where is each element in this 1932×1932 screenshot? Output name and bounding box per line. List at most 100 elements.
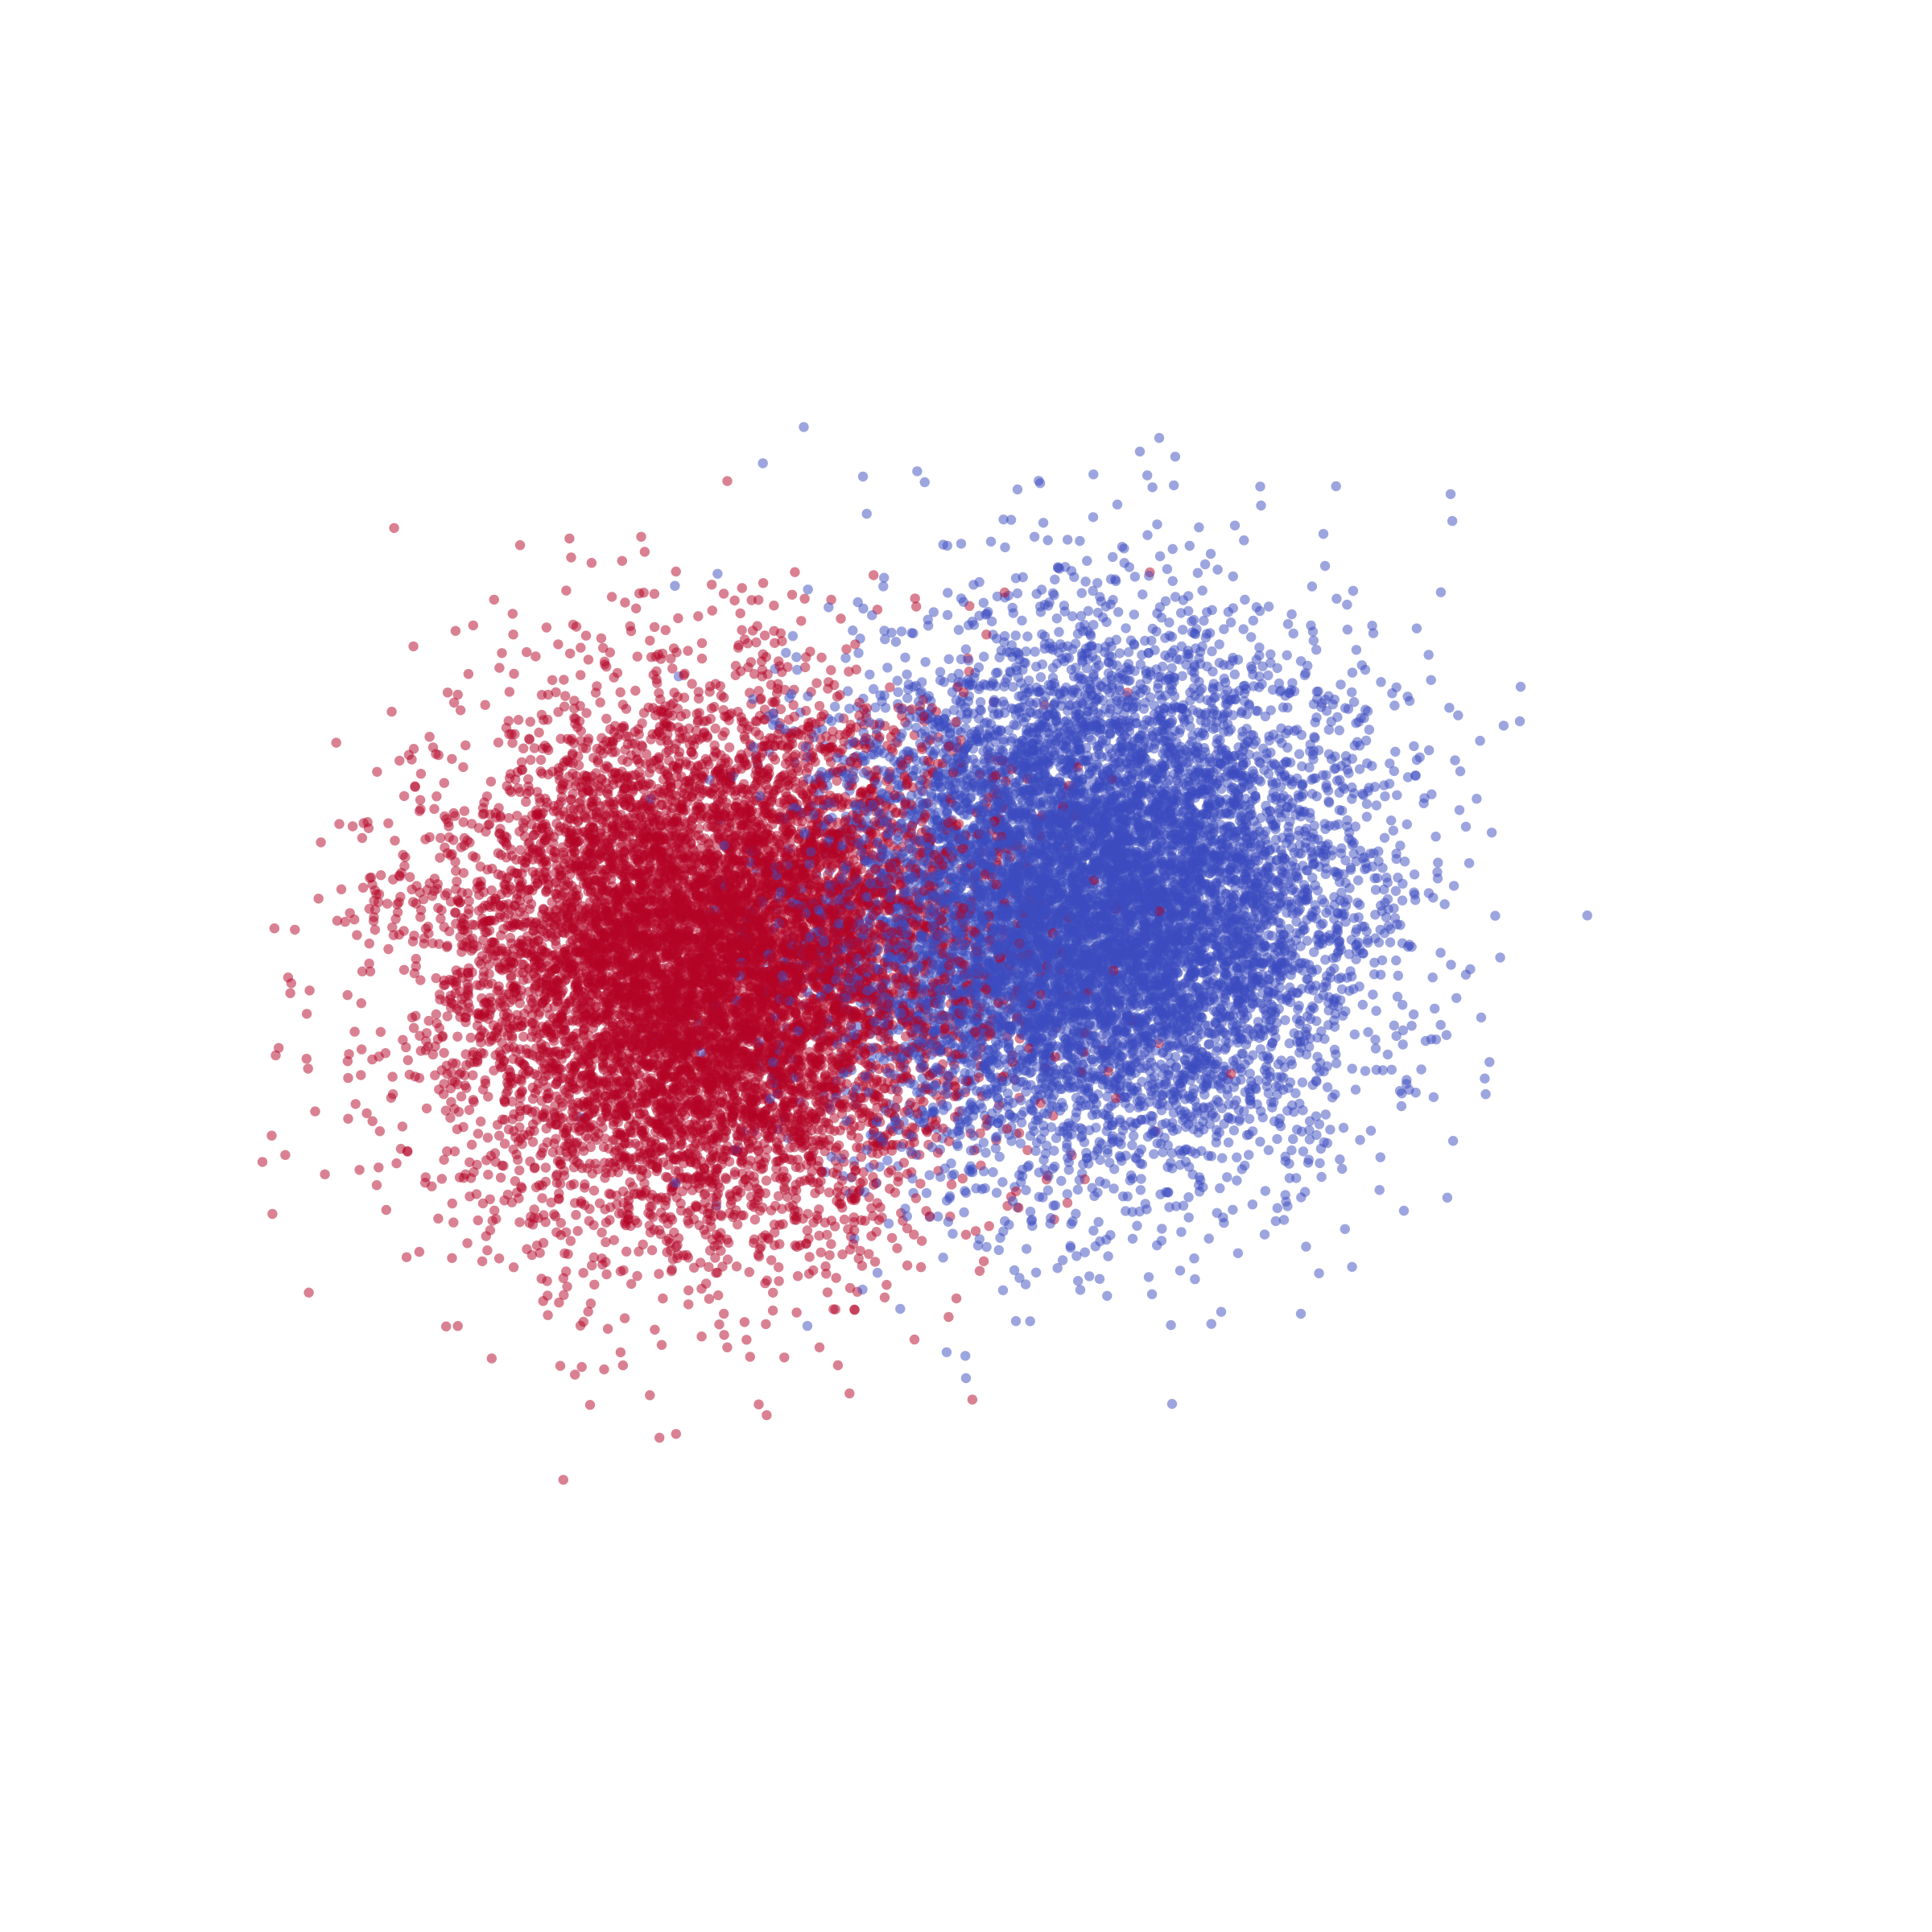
scatter-point-series-2 (1038, 518, 1048, 527)
scatter-point-series-1 (815, 1343, 824, 1352)
scatter-point-series-2 (1339, 1123, 1348, 1133)
scatter-point-series-2 (758, 458, 768, 468)
scatter-point-series-1 (376, 870, 386, 880)
scatter-point-series-1 (916, 1262, 926, 1272)
scatter-point-series-2 (1239, 624, 1249, 634)
scatter-point-series-1 (569, 704, 579, 713)
scatter-point-series-2 (1075, 1285, 1085, 1294)
scatter-point-series-1 (804, 1252, 814, 1261)
scatter-point-series-2 (1130, 572, 1140, 581)
scatter-point-series-2 (1082, 556, 1092, 566)
scatter-point-series-2 (954, 625, 964, 634)
scatter-point-series-2 (1348, 667, 1357, 677)
scatter-point-series-2 (840, 653, 850, 663)
scatter-point-series-1 (597, 634, 606, 643)
scatter-point-series-2 (1248, 1199, 1257, 1209)
scatter-point-series-2 (1307, 581, 1317, 591)
scatter-point-series-1 (566, 552, 576, 562)
scatter-point-series-2 (1386, 815, 1396, 825)
scatter-point-series-1 (375, 1126, 385, 1136)
scatter-point-series-1 (351, 1099, 361, 1108)
scatter-point-series-1 (943, 1312, 953, 1322)
scatter-point-series-1 (650, 1325, 659, 1335)
scatter-point-series-2 (1036, 672, 1046, 682)
scatter-point-series-1 (584, 1216, 594, 1226)
scatter-point-series-1 (724, 742, 734, 752)
scatter-point-series-2 (1393, 971, 1403, 980)
scatter-point-series-2 (1222, 1172, 1232, 1182)
scatter-point-series-1 (669, 643, 679, 653)
scatter-point-series-1 (581, 630, 591, 640)
scatter-point-series-2 (1162, 564, 1172, 574)
scatter-point-series-1 (374, 1162, 383, 1172)
scatter-point-series-1 (607, 592, 617, 601)
scatter-point-series-1 (316, 837, 325, 847)
scatter-point-series-2 (942, 1348, 952, 1357)
scatter-point-series-2 (1013, 588, 1022, 598)
scatter-point-series-1 (537, 1193, 547, 1203)
scatter-point-series-2 (1385, 937, 1395, 947)
scatter-point-series-2 (1011, 630, 1021, 640)
scatter-point-series-1 (632, 1271, 642, 1281)
scatter-point-series-2 (1230, 521, 1240, 530)
scatter-point-series-1 (601, 1269, 611, 1279)
scatter-point-series-1 (507, 738, 517, 748)
scatter-point-series-2 (1168, 576, 1178, 586)
scatter-point-series-1 (541, 1162, 551, 1172)
scatter-point-series-1 (526, 755, 535, 765)
scatter-point-series-2 (944, 654, 954, 664)
scatter-point-series-1 (415, 912, 425, 922)
scatter-point-series-2 (1273, 1203, 1282, 1213)
scatter-point-series-2 (1031, 1268, 1041, 1278)
scatter-point-series-1 (348, 821, 357, 831)
scatter-point-series-2 (1325, 1125, 1335, 1134)
scatter-point-series-1 (280, 1150, 290, 1160)
scatter-point-series-2 (1499, 720, 1509, 730)
scatter-point-series-2 (1433, 873, 1443, 883)
scatter-point-series-2 (979, 1137, 989, 1147)
scatter-point-series-2 (1088, 512, 1098, 522)
scatter-point-series-1 (389, 523, 398, 533)
scatter-point-series-1 (683, 1286, 693, 1295)
scatter-point-series-1 (477, 1257, 487, 1266)
scatter-point-series-2 (1185, 541, 1195, 551)
scatter-point-series-2 (1296, 1309, 1306, 1319)
scatter-point-series-2 (1380, 791, 1389, 801)
scatter-point-series-2 (670, 581, 679, 591)
scatter-point-series-1 (456, 705, 465, 715)
scatter-point-series-2 (1389, 1021, 1399, 1030)
scatter-point-series-2 (1000, 543, 1009, 552)
scatter-point-series-1 (448, 1199, 457, 1208)
scatter-point-series-2 (1289, 629, 1298, 638)
scatter-point-series-1 (683, 1299, 693, 1309)
scatter-point-series-2 (986, 537, 996, 547)
scatter-point-series-2 (1073, 1276, 1083, 1286)
scatter-point-series-1 (258, 1157, 267, 1166)
scatter-point-series-1 (616, 1348, 625, 1357)
scatter-point-series-2 (1264, 1146, 1274, 1155)
scatter-point-series-2 (1380, 833, 1389, 843)
scatter-point-series-1 (570, 1369, 580, 1379)
points-layer (258, 422, 1592, 1484)
scatter-point-series-2 (1288, 1134, 1298, 1144)
scatter-point-series-2 (1350, 1030, 1360, 1039)
scatter-point-series-1 (560, 691, 570, 700)
scatter-point-series-1 (711, 724, 720, 733)
scatter-point-series-2 (1320, 561, 1330, 571)
scatter-point-series-1 (571, 1210, 580, 1220)
scatter-point-series-2 (1080, 576, 1090, 586)
scatter-point-series-2 (1075, 536, 1084, 546)
scatter-point-series-1 (357, 833, 367, 843)
scatter-point-series-1 (472, 1189, 481, 1199)
scatter-point-series-2 (1170, 691, 1179, 701)
scatter-point-series-1 (441, 1322, 451, 1331)
scatter-point-series-2 (1294, 749, 1304, 759)
scatter-point-series-1 (576, 642, 585, 652)
scatter-point-series-2 (1204, 1233, 1214, 1243)
scatter-point-series-2 (897, 1142, 906, 1152)
scatter-point-series-2 (1398, 1039, 1408, 1049)
scatter-point-series-1 (556, 1218, 566, 1228)
scatter-point-series-1 (826, 665, 836, 675)
scatter-point-series-2 (1480, 1074, 1489, 1084)
